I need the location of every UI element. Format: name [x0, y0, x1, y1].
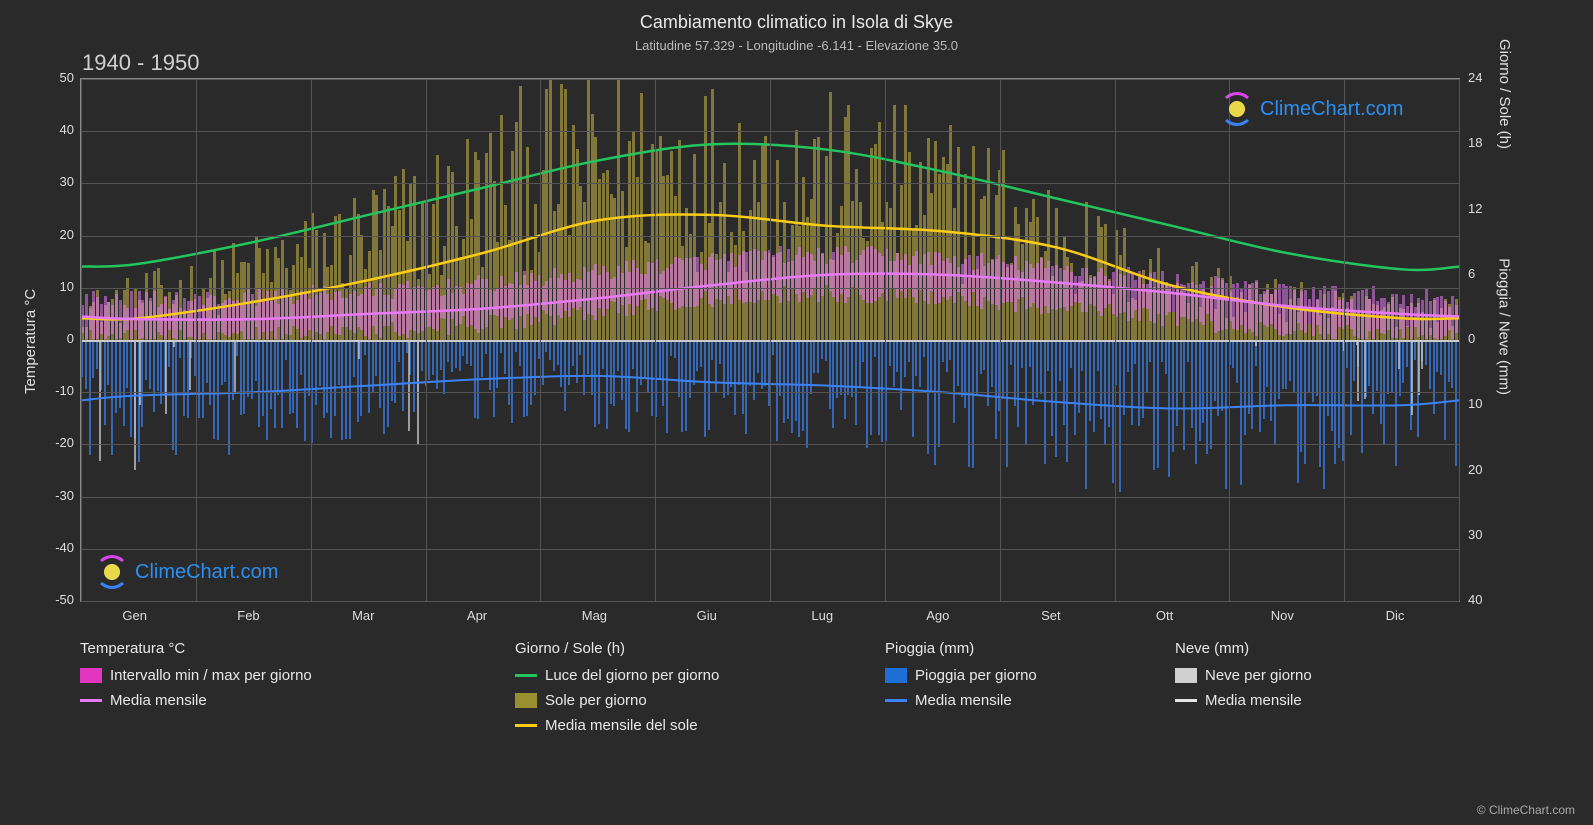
left-tick: -20 [48, 435, 74, 450]
left-axis-title: Temperatura °C [22, 289, 39, 394]
watermark: ClimeChart.com [1220, 92, 1403, 126]
right-bottom-tick: 30 [1468, 527, 1482, 542]
year-range-label: 1940 - 1950 [82, 50, 199, 76]
legend-label: Intervallo min / max per giorno [110, 667, 312, 684]
left-tick: 0 [48, 331, 74, 346]
chart-title: Cambiamento climatico in Isola di Skye [0, 12, 1593, 33]
legend-group: Temperatura °C Intervallo min / max per g… [80, 640, 312, 717]
legend-swatch [515, 674, 537, 677]
month-label: Dic [1386, 608, 1405, 623]
legend-item: Media mensile [80, 692, 312, 709]
right-top-tick: 24 [1468, 70, 1482, 85]
month-label: Mag [582, 608, 607, 623]
logo-icon [95, 555, 129, 589]
left-tick: 10 [48, 279, 74, 294]
right-top-tick: 18 [1468, 135, 1482, 150]
right-bottom-tick: 20 [1468, 462, 1482, 477]
left-tick: 20 [48, 227, 74, 242]
legend-item: Media mensile [885, 692, 1037, 709]
left-tick: -40 [48, 540, 74, 555]
legend-label: Media mensile [915, 692, 1012, 709]
month-label: Lug [811, 608, 833, 623]
logo-icon [1220, 92, 1254, 126]
right-bottom-tick: 40 [1468, 592, 1482, 607]
legend-label: Pioggia per giorno [915, 667, 1037, 684]
month-label: Feb [237, 608, 259, 623]
left-tick: -50 [48, 592, 74, 607]
legend-label: Luce del giorno per giorno [545, 667, 719, 684]
legend-item: Media mensile del sole [515, 717, 719, 734]
watermark-text: ClimeChart.com [1260, 98, 1403, 121]
climate-chart: Cambiamento climatico in Isola di Skye L… [0, 0, 1593, 825]
left-tick: 40 [48, 122, 74, 137]
right-bottom-tick: 10 [1468, 396, 1482, 411]
legend-group-title: Pioggia (mm) [885, 640, 1037, 657]
right-top-tick: 6 [1468, 266, 1475, 281]
legend-group: Pioggia (mm) Pioggia per giorno Media mens… [885, 640, 1037, 717]
legend-label: Media mensile [110, 692, 207, 709]
watermark: ClimeChart.com [95, 555, 278, 589]
legend-swatch [515, 724, 537, 727]
right-top-tick: 0 [1468, 331, 1475, 346]
legend-label: Neve per giorno [1205, 667, 1312, 684]
legend-group-title: Neve (mm) [1175, 640, 1312, 657]
legend-group-title: Temperatura °C [80, 640, 312, 657]
watermark-text: ClimeChart.com [135, 561, 278, 584]
month-label: Mar [352, 608, 374, 623]
legend-item: Media mensile [1175, 692, 1312, 709]
month-label: Nov [1271, 608, 1294, 623]
legend-item: Pioggia per giorno [885, 667, 1037, 684]
month-label: Set [1041, 608, 1061, 623]
legend-label: Media mensile [1205, 692, 1302, 709]
plot-area [80, 78, 1460, 602]
month-label: Ago [926, 608, 949, 623]
right-bottom-axis-title: Pioggia / Neve (mm) [1496, 258, 1513, 395]
legend-item: Neve per giorno [1175, 667, 1312, 684]
legend-group: Giorno / Sole (h) Luce del giorno per gio… [515, 640, 719, 742]
legend-swatch [80, 699, 102, 702]
legend-group-title: Giorno / Sole (h) [515, 640, 719, 657]
legend-swatch [80, 668, 102, 683]
left-tick: -10 [48, 383, 74, 398]
legend-item: Luce del giorno per giorno [515, 667, 719, 684]
legend-swatch [885, 699, 907, 702]
month-label: Ott [1156, 608, 1173, 623]
left-tick: 30 [48, 174, 74, 189]
right-top-axis-title: Giorno / Sole (h) [1496, 38, 1513, 148]
legend-label: Sole per giorno [545, 692, 647, 709]
copyright-label: © ClimeChart.com [1477, 803, 1575, 817]
legend-swatch [1175, 668, 1197, 683]
left-tick: -30 [48, 488, 74, 503]
left-tick: 50 [48, 70, 74, 85]
chart-subtitle: Latitudine 57.329 - Longitudine -6.141 -… [0, 38, 1593, 53]
month-label: Giu [697, 608, 717, 623]
legend-swatch [515, 693, 537, 708]
legend-swatch [885, 668, 907, 683]
month-label: Apr [467, 608, 487, 623]
legend-group: Neve (mm) Neve per giorno Media mensile [1175, 640, 1312, 717]
legend-label: Media mensile del sole [545, 717, 698, 734]
legend-item: Sole per giorno [515, 692, 719, 709]
right-top-tick: 12 [1468, 201, 1482, 216]
legend-item: Intervallo min / max per giorno [80, 667, 312, 684]
legend-swatch [1175, 699, 1197, 702]
month-label: Gen [122, 608, 147, 623]
